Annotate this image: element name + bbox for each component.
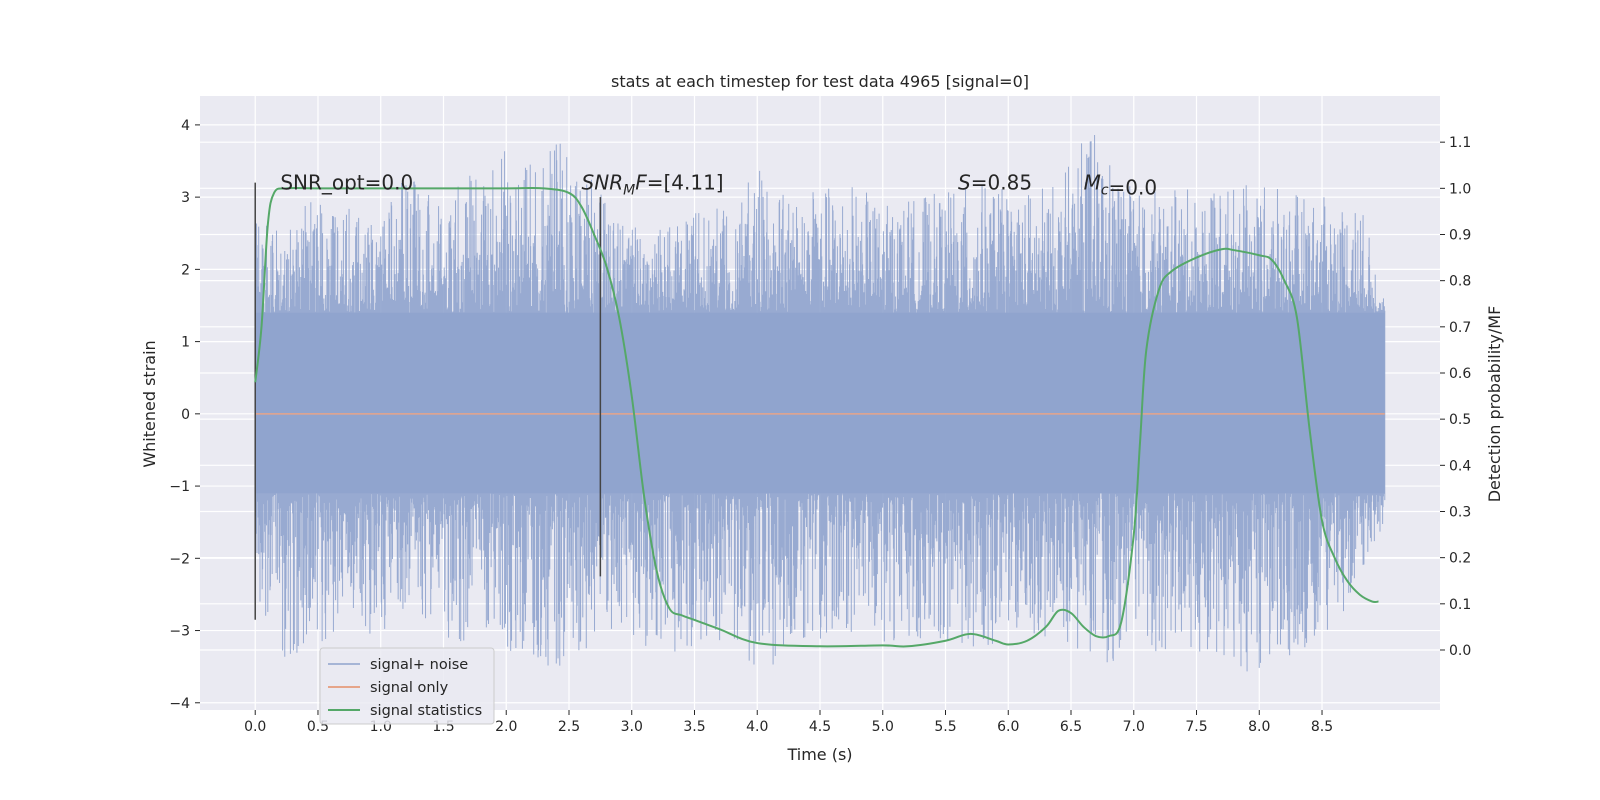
y2-tick-label: 0.0 <box>1449 643 1471 659</box>
y-tick-label: 0 <box>181 407 190 423</box>
x-tick-label: 2.5 <box>558 719 580 735</box>
annotation-0: SNR_opt=0.0 <box>280 171 413 195</box>
marker-lines <box>254 182 602 620</box>
y-tick-label: 3 <box>181 190 190 206</box>
x-axis-label: Time (s) <box>786 745 852 764</box>
y2-tick-label: 1.1 <box>1449 135 1471 151</box>
x-tick-label: 7.5 <box>1185 719 1207 735</box>
annotation-1: SNRMF=[4.11] <box>582 171 724 199</box>
x-tick-label: 2.0 <box>495 719 517 735</box>
series-signal-statistics <box>254 186 1379 648</box>
legend-label: signal statistics <box>370 703 482 719</box>
y-tick-label: −1 <box>169 479 190 495</box>
y2-tick-label: 0.1 <box>1449 597 1471 613</box>
signal-statistics-line <box>254 186 1379 648</box>
x-tick-label: 8.0 <box>1248 719 1270 735</box>
y2-tick-label: 0.4 <box>1449 458 1471 474</box>
y-tick-label: 2 <box>181 262 190 278</box>
y-tick-label: −2 <box>169 551 190 567</box>
y-tick-label: −4 <box>169 696 190 712</box>
y-axis-label: Whitened strain <box>140 340 159 467</box>
legend-frame <box>319 647 495 725</box>
legend: signal+ noise signal only signal statistic… <box>319 647 495 725</box>
x-tick-label: 4.5 <box>809 719 831 735</box>
y2-tick-label: 0.7 <box>1449 320 1471 336</box>
y2-tick-label: 1.0 <box>1449 181 1471 197</box>
y2-axis-ticks: 1.1 1.0 0.9 0.8 0.7 0.6 0.5 0.4 0.3 0.2 0.1 0.0 <box>1440 135 1471 659</box>
y-axis-ticks: 4 3 2 1 0 −1 −2 −3 −4 <box>169 118 200 712</box>
x-tick-label: 3.5 <box>683 719 705 735</box>
chart-title: stats at each timestep for test data 496… <box>611 72 1029 91</box>
y-tick-label: −3 <box>169 624 190 640</box>
x-tick-label: 4.0 <box>746 719 768 735</box>
annotation-2: S=0.85 <box>958 171 1032 195</box>
x-axis-ticks: 0.0 0.5 1.0 1.5 2.0 2.5 3.0 3.5 4.0 4.5 5.0 5.5 6.0 6… <box>244 710 1333 735</box>
legend-label: signal+ noise <box>370 657 468 673</box>
y-tick-label: 4 <box>181 118 190 134</box>
y2-tick-label: 0.8 <box>1449 274 1471 290</box>
x-tick-label: 5.5 <box>934 719 956 735</box>
x-tick-label: 7.0 <box>1123 719 1145 735</box>
y2-tick-label: 0.6 <box>1449 366 1471 382</box>
x-tick-label: 6.0 <box>997 719 1019 735</box>
y2-axis-label: Detection probability/MF <box>1485 306 1504 503</box>
y2-tick-label: 0.9 <box>1449 227 1471 243</box>
y2-tick-label: 0.3 <box>1449 504 1471 520</box>
y2-tick-label: 0.2 <box>1449 551 1471 567</box>
x-tick-label: 8.5 <box>1311 719 1333 735</box>
x-tick-label: 6.5 <box>1060 719 1082 735</box>
x-tick-label: 3.0 <box>621 719 643 735</box>
annotations: SNR_opt=0.0 SNRMF=[4.11] S=0.85 Mc=0.0 <box>280 171 1157 200</box>
y2-tick-label: 0.5 <box>1449 412 1471 428</box>
x-tick-label: 0.0 <box>244 719 266 735</box>
series-signal-plus-noise <box>254 134 1386 672</box>
y-tick-label: 1 <box>181 335 190 351</box>
annotation-3: Mc=0.0 <box>1084 171 1158 200</box>
x-tick-label: 5.0 <box>872 719 894 735</box>
legend-label: signal only <box>370 680 449 696</box>
